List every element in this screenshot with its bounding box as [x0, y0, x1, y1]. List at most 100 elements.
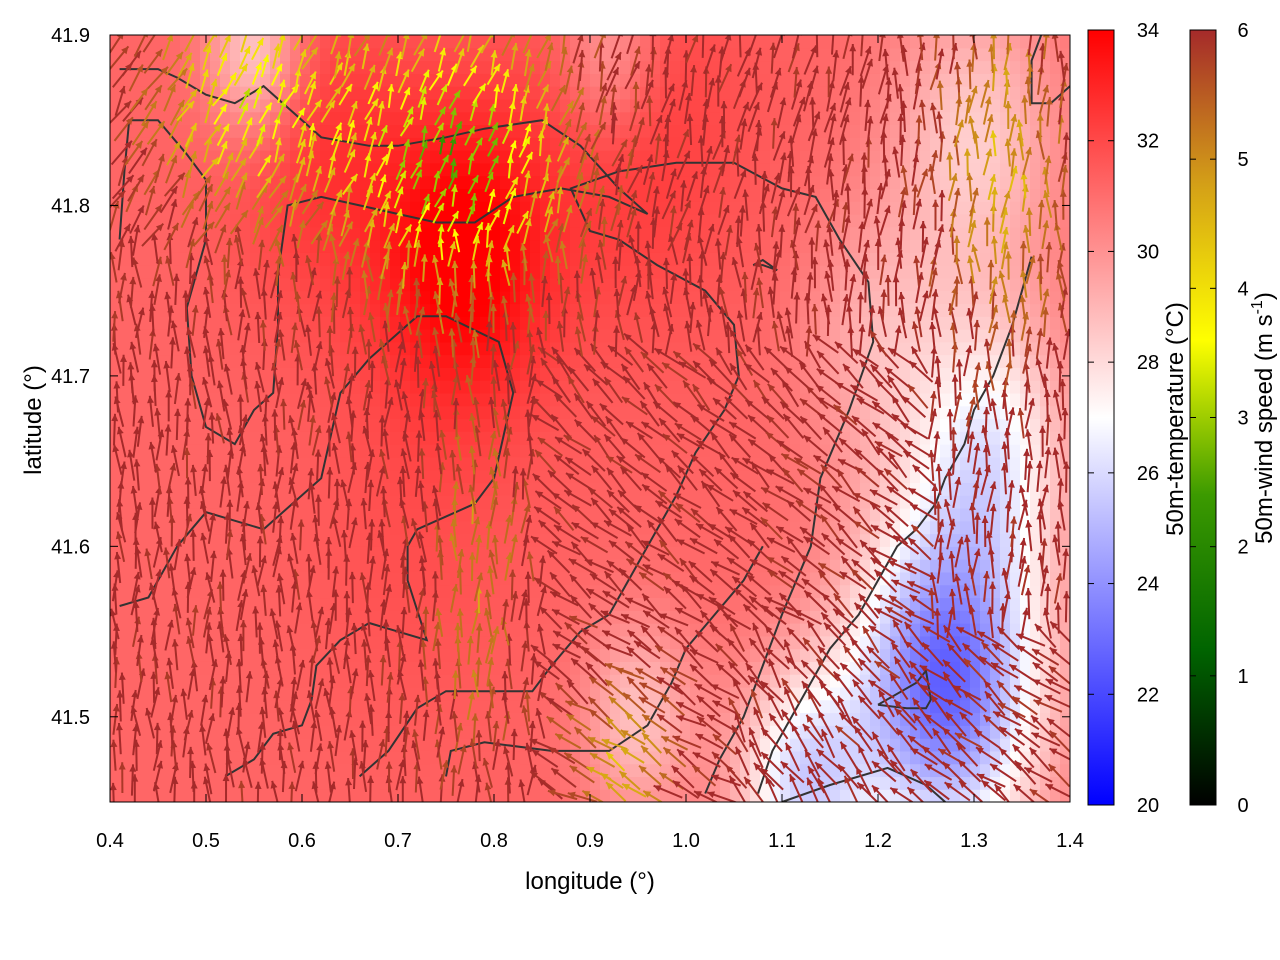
heatmap-cell — [890, 418, 901, 432]
heatmap-cell — [890, 316, 901, 330]
heatmap-cell — [220, 329, 231, 343]
heatmap-cell — [420, 571, 431, 586]
heatmap-cell — [200, 559, 211, 573]
heatmap-cell — [330, 623, 341, 637]
heatmap-cell — [830, 175, 841, 189]
heatmap-cell — [930, 623, 941, 637]
heatmap-cell — [550, 610, 561, 624]
heatmap-cell — [500, 584, 511, 599]
heatmap-cell — [770, 520, 781, 535]
heatmap-cell — [400, 175, 411, 189]
heatmap-cell — [540, 444, 551, 458]
heatmap-cell — [880, 725, 891, 739]
heatmap-cell — [930, 392, 941, 407]
heatmap-cell — [860, 431, 871, 445]
heatmap-cell — [120, 712, 131, 726]
heatmap-cell — [470, 610, 481, 624]
heatmap-cell — [580, 546, 591, 560]
heatmap-cell — [660, 329, 671, 343]
heatmap-cell — [760, 213, 771, 228]
heatmap-cell — [200, 469, 211, 484]
heatmap-cell — [820, 520, 831, 535]
heatmap-cell — [370, 789, 381, 802]
heatmap-cell — [230, 648, 241, 662]
heatmap-cell — [570, 252, 581, 266]
heatmap-cell — [400, 559, 411, 573]
heatmap-cell — [600, 392, 611, 407]
heatmap-cell — [280, 341, 291, 356]
heatmap-cell — [150, 431, 161, 445]
heatmap-cell — [460, 405, 471, 420]
heatmap-cell — [120, 60, 131, 74]
heatmap-cell — [710, 252, 721, 266]
heatmap-cell — [440, 201, 451, 215]
heatmap-cell — [520, 380, 531, 394]
heatmap-cell — [380, 533, 391, 547]
heatmap-cell — [650, 137, 661, 151]
heatmap-cell — [740, 35, 751, 49]
heatmap-cell — [740, 750, 751, 765]
heatmap-cell — [290, 776, 301, 790]
heatmap-cell — [750, 226, 761, 241]
heatmap-cell — [630, 380, 641, 394]
heatmap-cell — [580, 329, 591, 343]
heatmap-cell — [140, 712, 151, 726]
heatmap-cell — [480, 367, 491, 381]
heatmap-cell — [370, 507, 381, 522]
heatmap-cell — [340, 341, 351, 356]
heatmap-cell — [520, 699, 531, 714]
heatmap-cell — [140, 303, 151, 317]
heatmap-cell — [600, 559, 611, 573]
heatmap-cell — [450, 162, 461, 177]
heatmap-cell — [240, 354, 251, 368]
heatmap-cell — [390, 124, 401, 138]
heatmap-cell — [680, 137, 691, 151]
heatmap-cell — [290, 341, 301, 356]
heatmap-cell — [460, 303, 471, 317]
heatmap-cell — [880, 444, 891, 458]
heatmap-cell — [600, 124, 611, 138]
heatmap-cell — [300, 571, 311, 586]
heatmap-cell — [890, 188, 901, 202]
heatmap-cell — [900, 73, 911, 87]
heatmap-cell — [470, 571, 481, 586]
heatmap-cell — [460, 111, 471, 126]
heatmap-cell — [410, 188, 421, 202]
heatmap-cell — [230, 239, 241, 253]
heatmap-cell — [650, 73, 661, 87]
heatmap-cell — [250, 405, 261, 420]
heatmap-cell — [680, 546, 691, 560]
heatmap-cell — [360, 789, 371, 802]
heatmap-cell — [910, 137, 921, 151]
heatmap-cell — [570, 699, 581, 714]
heatmap-cell — [570, 661, 581, 675]
heatmap-cell — [440, 60, 451, 74]
heatmap-cell — [780, 789, 791, 802]
heatmap-cell — [470, 226, 481, 241]
heatmap-cell — [850, 507, 861, 522]
heatmap-cell — [270, 520, 281, 535]
heatmap-cell — [630, 418, 641, 432]
heatmap-cell — [530, 507, 541, 522]
heatmap-cell — [920, 35, 931, 49]
heatmap-cell — [370, 316, 381, 330]
heatmap-cell — [890, 520, 901, 535]
heatmap-cell — [530, 226, 541, 241]
heatmap-cell — [480, 507, 491, 522]
heatmap-cell — [400, 124, 411, 138]
heatmap-cell — [420, 405, 431, 420]
heatmap-cell — [700, 750, 711, 765]
heatmap-cell — [610, 699, 621, 714]
heatmap-cell — [460, 597, 471, 611]
heatmap-cell — [530, 277, 541, 292]
heatmap-cell — [180, 584, 191, 599]
heatmap-cell — [490, 226, 501, 241]
heatmap-cell — [180, 265, 191, 279]
heatmap-cell — [540, 124, 551, 138]
heatmap-cell — [430, 712, 441, 726]
heatmap-cell — [770, 73, 781, 87]
heatmap-cell — [930, 35, 941, 49]
heatmap-cell — [390, 482, 401, 496]
heatmap-cell — [390, 725, 401, 739]
heatmap-cell — [830, 35, 841, 49]
